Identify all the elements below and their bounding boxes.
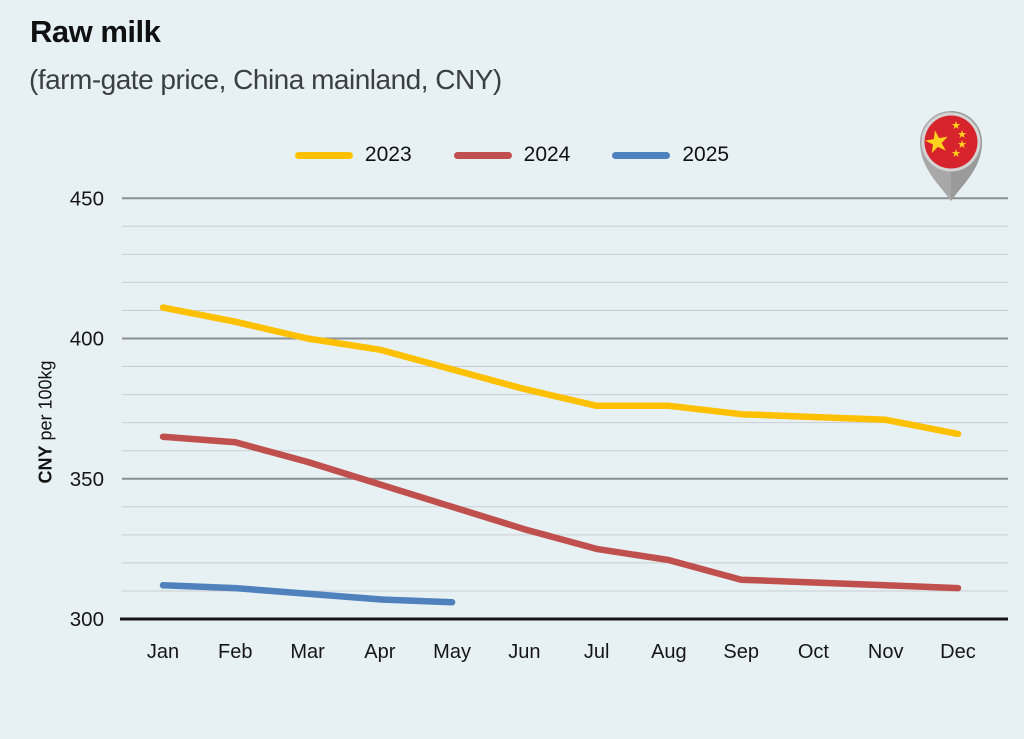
x-tick-label: Jan	[147, 641, 179, 663]
x-tick-label: May	[433, 641, 471, 663]
page-subtitle: (farm-gate price, China mainland, CNY)	[29, 64, 502, 95]
series-line-2025	[159, 582, 456, 606]
legend-label: 2024	[523, 143, 571, 166]
flag-small-star: ★	[957, 139, 967, 151]
page-title: Raw milk	[30, 14, 161, 49]
flag-big-star: ★	[921, 124, 953, 161]
china-flag-circle	[924, 115, 978, 169]
series-line-2023	[159, 304, 962, 438]
y-tick-label: 400	[70, 328, 104, 351]
legend-swatch-2024	[453, 151, 512, 159]
x-tick-label: Sep	[723, 641, 759, 663]
flag-small-star: ★	[957, 129, 967, 141]
x-tick-label: Jul	[584, 641, 610, 663]
series-line-2024	[159, 433, 962, 592]
china-flag-pin-icon: ★ ★★★★	[920, 111, 982, 201]
x-tick-label: Feb	[218, 641, 252, 663]
legend-item-2023: 2023	[294, 143, 412, 167]
legend-swatch-2023	[294, 151, 353, 159]
x-tick-label: Jun	[508, 641, 540, 663]
legend-label: 2025	[682, 143, 730, 166]
flag-small-star: ★	[951, 148, 961, 160]
flag-small-star: ★	[951, 120, 961, 132]
chart-legend: 2023 2024 2025	[0, 143, 1024, 167]
flag-small-stars: ★★★★	[951, 120, 967, 160]
y-tick-label: 350	[70, 468, 104, 491]
legend-item-2025: 2025	[612, 143, 729, 167]
x-tick-label: Apr	[364, 641, 395, 663]
legend-swatch-2025	[612, 151, 671, 159]
x-tick-label: Aug	[651, 641, 687, 663]
legend-label: 2023	[364, 143, 412, 166]
x-tick-label: Nov	[868, 641, 904, 663]
y-tick-label: 300	[70, 608, 104, 631]
y-tick-label: 450	[70, 187, 104, 210]
x-tick-label: Dec	[940, 641, 976, 663]
x-tick-label: Oct	[798, 641, 830, 663]
x-tick-label: Mar	[290, 641, 325, 663]
legend-item-2024: 2024	[453, 143, 571, 167]
